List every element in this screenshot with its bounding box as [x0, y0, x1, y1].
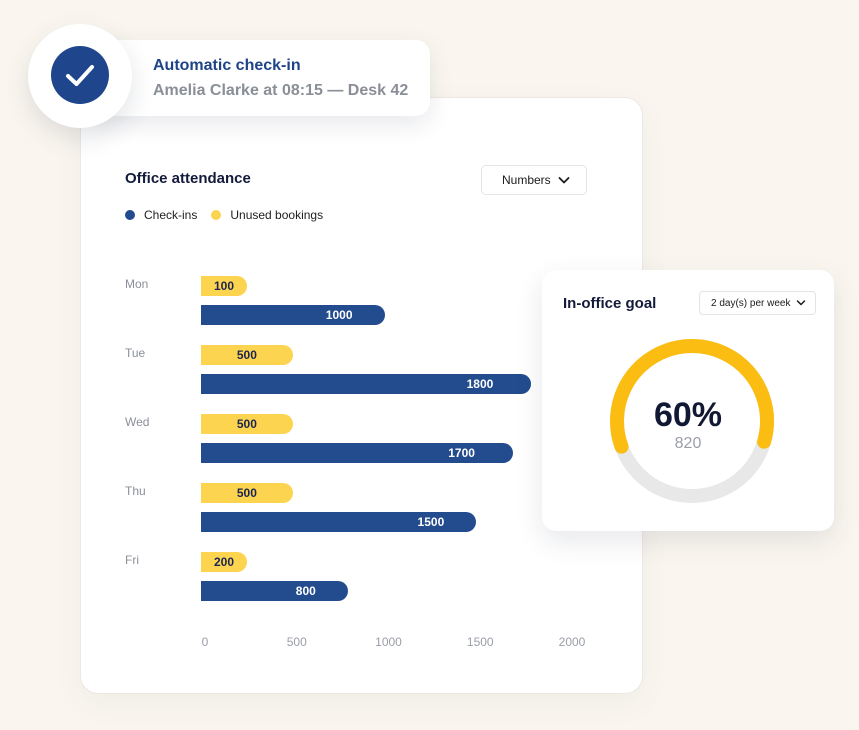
goal-frequency-dropdown[interactable]: 2 day(s) per week [699, 291, 816, 315]
legend-item-checkins: Check-ins [125, 208, 197, 222]
bar-checkins-fri: 800 [201, 581, 348, 601]
bar-value-label: 100 [213, 279, 235, 293]
legend-label-unused: Unused bookings [230, 208, 324, 222]
notification-subtitle: Amelia Clarke at 08:15 — Desk 42 [153, 82, 409, 99]
attendance-dropdown-label: Numbers [502, 173, 551, 187]
bar-unused-tue: 500 [201, 345, 293, 365]
bar-value-label: 500 [236, 486, 257, 500]
checkmark-icon [66, 65, 94, 86]
goal-percent: 60% [653, 396, 723, 434]
checkin-notification: Automatic check-in Amelia Clarke at 08:1… [92, 40, 430, 116]
x-tick-label: 0 [201, 635, 209, 649]
x-tick-label: 1000 [375, 635, 402, 649]
in-office-goal-card: In-office goal 2 day(s) per week 60% 820 [542, 270, 834, 531]
x-tick-label: 500 [286, 635, 307, 649]
chart-legend: Check-ins Unused bookings [125, 208, 337, 222]
legend-dot-checkins [125, 210, 135, 220]
bar-unused-wed: 500 [201, 414, 293, 434]
bar-unused-thu: 500 [201, 483, 293, 503]
bar-value-label: 200 [213, 555, 235, 569]
day-label-thu: Thu [125, 484, 146, 498]
bar-value-label: 500 [236, 348, 257, 362]
attendance-bar-chart: Mon 100 1000 Tue 500 1800 Wed 500 1700 Thu 500 1500… [81, 98, 644, 695]
day-label-mon: Mon [125, 277, 149, 291]
legend-dot-unused [211, 210, 222, 220]
day-label-fri: Fri [125, 553, 139, 567]
day-label-tue: Tue [125, 346, 146, 360]
attendance-metric-dropdown[interactable]: Numbers [481, 165, 587, 195]
goal-progress-ring [610, 339, 774, 504]
x-tick-label: 2000 [558, 635, 586, 649]
bar-unused-fri: 200 [201, 552, 247, 572]
goal-count: 820 [674, 435, 702, 452]
legend-item-unused: Unused bookings [211, 208, 323, 222]
bar-value-label: 1800 [466, 377, 494, 391]
notification-title: Automatic check-in [153, 57, 301, 74]
goal-title: In-office goal [563, 295, 657, 312]
legend-label-checkins: Check-ins [144, 208, 198, 222]
checkin-badge-circle [51, 46, 109, 104]
chevron-down-icon [558, 177, 570, 184]
bar-value-label: 1000 [325, 308, 353, 322]
bar-value-label: 500 [236, 417, 257, 431]
bar-unused-mon: 100 [201, 276, 247, 296]
bar-value-label: 1700 [448, 446, 475, 460]
day-label-wed: Wed [125, 415, 150, 429]
chevron-down-icon [796, 300, 806, 306]
checkin-badge [28, 24, 132, 128]
goal-ring-fill [610, 339, 774, 504]
bar-value-label: 800 [295, 584, 316, 598]
bar-checkins-tue: 1800 [201, 374, 532, 394]
attendance-title: Office attendance [125, 170, 251, 187]
bar-value-label: 1500 [417, 515, 445, 529]
bar-checkins-wed: 1700 [201, 443, 513, 463]
x-tick-label: 1500 [466, 635, 494, 649]
goal-dropdown-label: 2 day(s) per week [711, 297, 791, 309]
bar-checkins-mon: 1000 [201, 305, 385, 325]
bar-checkins-thu: 1500 [201, 512, 477, 532]
